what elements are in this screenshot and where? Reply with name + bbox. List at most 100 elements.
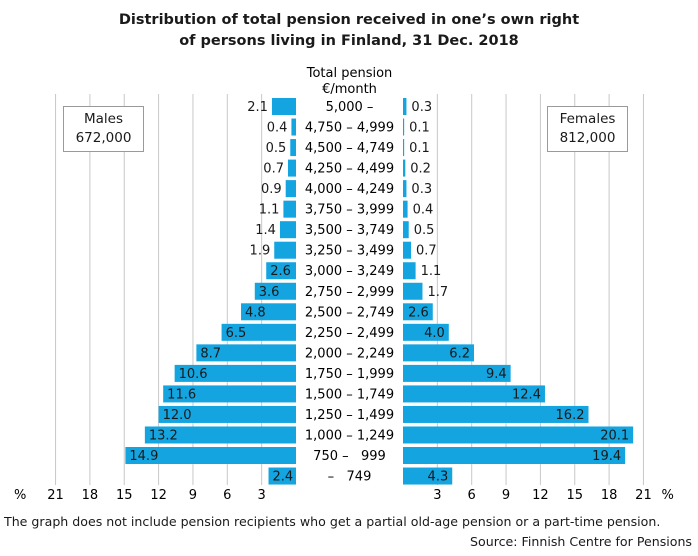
category-label: 1,750 – 1,999 bbox=[305, 367, 394, 382]
tick-label-left: 18 bbox=[82, 488, 99, 503]
category-label: 3,250 – 3,499 bbox=[305, 244, 394, 259]
bar-males bbox=[291, 118, 296, 136]
bar-females bbox=[403, 118, 405, 136]
data-label-males: 1.9 bbox=[250, 244, 271, 259]
bar-females bbox=[403, 159, 406, 177]
bar-males bbox=[274, 241, 296, 259]
bar-males bbox=[254, 282, 296, 300]
data-label-females: 12.4 bbox=[512, 387, 541, 402]
bar-males bbox=[144, 426, 296, 444]
legend-females: Females 812,000 bbox=[547, 106, 628, 152]
bar-males bbox=[287, 159, 296, 177]
bar-males bbox=[271, 98, 296, 115]
bar-males bbox=[241, 303, 296, 321]
data-label-males: 2.6 bbox=[270, 264, 291, 279]
bar-males bbox=[163, 385, 296, 403]
category-label: 4,250 – 4,499 bbox=[305, 162, 394, 177]
legend-females-count: 812,000 bbox=[559, 130, 616, 146]
bar-females bbox=[403, 385, 545, 403]
data-label-females: 0.5 bbox=[414, 223, 435, 238]
bar-males bbox=[158, 405, 296, 423]
category-label: – 749 bbox=[328, 470, 372, 485]
tick-label-right: 15 bbox=[566, 488, 583, 503]
category-label: 750 – 999 bbox=[313, 449, 386, 464]
data-label-males: 2.1 bbox=[247, 100, 268, 115]
category-label: 1,000 – 1,249 bbox=[305, 428, 394, 443]
bar-females bbox=[403, 303, 433, 321]
data-label-females: 9.4 bbox=[486, 367, 507, 382]
bar-males bbox=[266, 262, 296, 280]
tick-label-right: 21 bbox=[635, 488, 652, 503]
category-label: 2,500 – 2,749 bbox=[305, 305, 394, 320]
data-label-females: 0.3 bbox=[411, 100, 432, 115]
population-pyramid-chart: Total pension€/month 2.1 0.3 5,000 – 0.4 0.1 4… bbox=[14, 66, 674, 503]
data-label-females: 19.4 bbox=[592, 449, 621, 464]
bar-males bbox=[283, 200, 296, 218]
category-label: 3,500 – 3,749 bbox=[305, 223, 394, 238]
category-label: 2,250 – 2,499 bbox=[305, 326, 394, 341]
tick-label-left: 3 bbox=[258, 488, 266, 503]
bar-males bbox=[279, 221, 296, 239]
bar-males bbox=[268, 467, 296, 485]
category-label: 4,750 – 4,999 bbox=[305, 121, 394, 136]
data-label-females: 2.6 bbox=[408, 305, 429, 320]
tick-label-right: 3 bbox=[433, 488, 441, 503]
tick-label-right: 9 bbox=[502, 488, 510, 503]
data-label-females: 4.3 bbox=[428, 470, 449, 485]
data-label-males: 0.4 bbox=[267, 121, 288, 136]
category-label: 4,000 – 4,249 bbox=[305, 182, 394, 197]
bar-females bbox=[403, 180, 407, 198]
data-label-males: 10.6 bbox=[179, 367, 208, 382]
data-label-females: 16.2 bbox=[556, 408, 585, 423]
tick-label-left: 21 bbox=[47, 488, 64, 503]
data-label-males: 0.7 bbox=[263, 162, 284, 177]
legend-males-count: 672,000 bbox=[75, 130, 132, 146]
bar-males bbox=[196, 344, 296, 362]
bar-females bbox=[403, 221, 409, 239]
data-label-females: 4.0 bbox=[424, 326, 445, 341]
data-label-males: 2.4 bbox=[273, 470, 294, 485]
data-label-females: 0.2 bbox=[410, 162, 431, 177]
bar-females bbox=[403, 139, 405, 157]
data-label-females: 0.3 bbox=[411, 182, 432, 197]
bar-females bbox=[403, 200, 408, 218]
data-label-females: 1.1 bbox=[421, 264, 442, 279]
data-label-males: 4.8 bbox=[245, 305, 266, 320]
tick-label-left: 15 bbox=[116, 488, 133, 503]
axis-unit-right: % bbox=[661, 488, 673, 503]
data-label-males: 1.1 bbox=[259, 203, 280, 218]
bar-females bbox=[403, 364, 511, 382]
data-label-females: 0.1 bbox=[409, 121, 430, 136]
data-label-males: 11.6 bbox=[167, 387, 196, 402]
data-label-males: 0.5 bbox=[266, 141, 287, 156]
bar-females bbox=[403, 405, 589, 423]
bar-males bbox=[125, 447, 297, 465]
bar-males bbox=[221, 323, 296, 341]
tick-label-left: 9 bbox=[189, 488, 197, 503]
tick-label-left: 12 bbox=[150, 488, 167, 503]
tick-label-right: 18 bbox=[601, 488, 618, 503]
chart-title-line-2: of persons living in Finland, 31 Dec. 20… bbox=[179, 33, 519, 49]
bar-females bbox=[403, 467, 453, 485]
category-label: 3,000 – 3,249 bbox=[305, 264, 394, 279]
legend-females-label: Females bbox=[559, 111, 616, 127]
data-label-males: 3.6 bbox=[259, 285, 280, 300]
data-label-females: 20.1 bbox=[600, 428, 629, 443]
data-label-males: 12.0 bbox=[163, 408, 192, 423]
chart-source: Source: Finnish Centre for Pensions bbox=[470, 534, 692, 549]
data-label-males: 8.7 bbox=[200, 346, 221, 361]
bar-females bbox=[403, 344, 474, 362]
data-label-females: 6.2 bbox=[449, 346, 470, 361]
tick-label-left: 6 bbox=[223, 488, 231, 503]
bar-females bbox=[403, 426, 634, 444]
data-label-males: 1.4 bbox=[255, 223, 276, 238]
data-label-females: 0.4 bbox=[413, 203, 434, 218]
data-label-females: 0.7 bbox=[416, 244, 437, 259]
bar-females bbox=[403, 282, 423, 300]
data-label-males: 14.9 bbox=[129, 449, 158, 464]
axis-unit-left: % bbox=[14, 488, 26, 503]
bar-females bbox=[403, 323, 449, 341]
data-label-males: 13.2 bbox=[149, 428, 178, 443]
chart-footnote: The graph does not include pension recip… bbox=[4, 514, 661, 529]
bar-females bbox=[403, 262, 416, 280]
